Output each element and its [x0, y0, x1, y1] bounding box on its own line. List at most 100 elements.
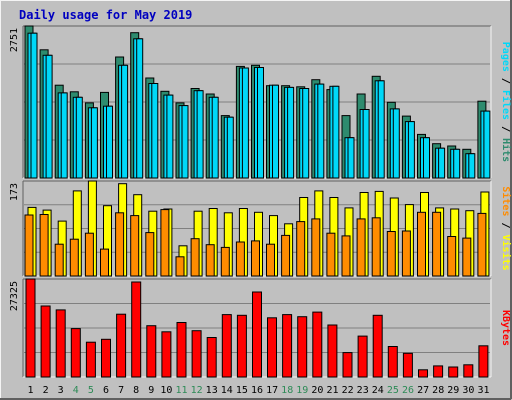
- bar-sites-day-16: [251, 240, 260, 277]
- bar-kbytes-day-6: [101, 338, 111, 378]
- bar-kbytes-day-7: [116, 313, 127, 378]
- chart-title: Daily usage for May 2019: [19, 8, 192, 22]
- chart-panel-3: 27325 KBytes: [9, 278, 511, 378]
- bar-sites-day-28: [432, 211, 442, 277]
- bar-sites-day-5: [84, 232, 94, 277]
- bar-pages-day-28: [438, 147, 446, 179]
- bar-kbytes-day-9: [146, 325, 157, 378]
- bar-sites-day-4: [69, 238, 79, 277]
- day-label-22: 22: [342, 385, 354, 396]
- bar-kbytes-day-19: [297, 316, 308, 378]
- bar-sites-day-18: [281, 234, 291, 277]
- bar-kbytes-day-3: [55, 309, 66, 378]
- bar-pages-day-10: [166, 94, 174, 179]
- bar-pages-day-13: [211, 96, 219, 179]
- bar-sites-day-23: [356, 218, 366, 277]
- day-label-25: 25: [387, 385, 399, 396]
- bar-pages-day-16: [257, 67, 264, 179]
- bar-sites-day-21: [326, 232, 336, 277]
- legend-sites: Sites: [500, 186, 512, 216]
- panel-1-bars: [24, 25, 491, 179]
- bar-pages-day-30: [468, 153, 476, 179]
- bar-pages-day-5: [90, 107, 98, 179]
- panel-1-max-label: 2751: [9, 28, 20, 52]
- bar-kbytes-day-4: [70, 328, 81, 378]
- bar-kbytes-day-13: [206, 337, 217, 378]
- bar-pages-day-6: [106, 105, 113, 179]
- day-label-11: 11: [175, 385, 187, 396]
- day-label-5: 5: [88, 385, 94, 396]
- bar-pages-day-21: [332, 85, 340, 179]
- bar-sites-day-22: [341, 235, 351, 277]
- bar-pages-day-15: [241, 67, 249, 179]
- bar-kbytes-day-20: [312, 311, 323, 378]
- day-label-18: 18: [281, 385, 293, 396]
- panel-1-legend: Pages / Files / Hits: [500, 42, 512, 162]
- day-label-2: 2: [43, 385, 49, 396]
- day-label-6: 6: [103, 385, 109, 396]
- bar-sites-day-13: [205, 244, 215, 277]
- bar-sites-day-12: [190, 238, 200, 277]
- bar-pages-day-20: [317, 83, 325, 179]
- legend-kbytes: KBytes: [500, 310, 511, 346]
- chart-panels: 2751 Pages / Files / Hits 173 Sites / Visit…: [9, 25, 512, 378]
- day-label-8: 8: [133, 385, 139, 396]
- bar-pages-day-22: [347, 137, 355, 179]
- bar-kbytes-day-1: [25, 278, 36, 378]
- bar-kbytes-day-23: [357, 335, 368, 378]
- chart-panel-2: 173 Sites / Visits: [9, 180, 512, 277]
- panel-3-bars: [25, 278, 489, 378]
- day-label-17: 17: [266, 385, 278, 396]
- panel-3-max-label: 27325: [9, 281, 20, 311]
- bar-sites-day-19: [296, 221, 306, 277]
- chart-panel-1: 2751 Pages / Files / Hits: [9, 25, 512, 179]
- day-label-20: 20: [311, 385, 323, 396]
- bar-pages-day-7: [121, 64, 129, 179]
- bar-sites-day-27: [417, 211, 426, 277]
- bar-sites-day-14: [220, 246, 230, 277]
- bar-kbytes-day-15: [236, 314, 247, 378]
- bar-pages-day-1: [30, 32, 38, 179]
- day-label-3: 3: [58, 385, 64, 396]
- day-label-13: 13: [206, 385, 218, 396]
- bar-sites-day-29: [447, 236, 457, 277]
- legend-separator: /: [500, 120, 511, 138]
- bar-kbytes-day-24: [372, 314, 383, 378]
- day-label-23: 23: [357, 385, 369, 396]
- panel-2-legend: Sites / Visits: [500, 186, 512, 270]
- bar-pages-day-17: [272, 84, 279, 179]
- bar-pages-day-18: [287, 86, 295, 179]
- bar-sites-day-10: [160, 209, 170, 277]
- legend-separator: /: [500, 216, 511, 234]
- day-label-19: 19: [296, 385, 308, 396]
- bar-sites-day-25: [386, 231, 396, 277]
- bar-kbytes-day-21: [327, 324, 338, 378]
- bar-kbytes-day-25: [387, 346, 398, 378]
- bar-pages-day-9: [151, 83, 159, 179]
- bar-pages-day-8: [136, 38, 144, 179]
- day-label-12: 12: [191, 385, 203, 396]
- bar-sites-day-20: [311, 218, 321, 277]
- bar-pages-day-23: [362, 109, 370, 179]
- bar-kbytes-day-22: [342, 352, 353, 378]
- day-label-24: 24: [372, 385, 384, 396]
- bar-sites-day-15: [235, 241, 245, 277]
- day-label-14: 14: [221, 385, 233, 396]
- bar-pages-day-11: [181, 105, 189, 179]
- bar-kbytes-day-17: [267, 317, 277, 378]
- bar-sites-day-8: [130, 215, 140, 277]
- bar-pages-day-12: [196, 90, 204, 179]
- bar-pages-day-19: [302, 88, 310, 179]
- panel-2-bars: [24, 180, 490, 277]
- legend-visits: Visits: [500, 235, 512, 271]
- day-label-28: 28: [432, 385, 444, 396]
- legend-hits: Hits: [500, 138, 512, 162]
- bar-pages-day-27: [423, 137, 430, 179]
- day-label-27: 27: [417, 385, 429, 396]
- bar-kbytes-day-5: [85, 341, 96, 378]
- legend-separator: /: [500, 72, 511, 90]
- bar-kbytes-day-12: [191, 330, 202, 378]
- day-label-15: 15: [236, 385, 248, 396]
- bar-pages-day-31: [483, 110, 491, 179]
